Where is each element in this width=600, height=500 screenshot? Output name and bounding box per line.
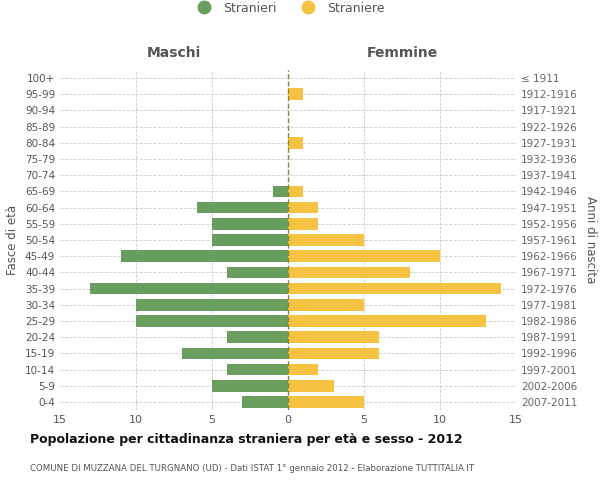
Bar [136, 299, 288, 310]
Bar [121, 250, 288, 262]
Bar [288, 137, 303, 148]
Bar [212, 380, 288, 392]
Bar [288, 380, 334, 392]
Bar [288, 396, 364, 407]
Bar [288, 348, 379, 359]
Legend: Stranieri, Straniere: Stranieri, Straniere [187, 0, 389, 20]
Bar [197, 202, 288, 213]
Bar [212, 218, 288, 230]
Bar [288, 315, 485, 327]
Bar [288, 186, 303, 198]
Bar [288, 218, 319, 230]
Bar [273, 186, 288, 198]
Bar [91, 282, 288, 294]
Bar [227, 332, 288, 343]
Text: Femmine: Femmine [367, 46, 437, 60]
Text: Maschi: Maschi [147, 46, 201, 60]
Y-axis label: Fasce di età: Fasce di età [7, 205, 19, 275]
Bar [288, 282, 501, 294]
Bar [212, 234, 288, 246]
Text: COMUNE DI MUZZANA DEL TURGNANO (UD) - Dati ISTAT 1° gennaio 2012 - Elaborazione : COMUNE DI MUZZANA DEL TURGNANO (UD) - Da… [30, 464, 474, 473]
Bar [288, 364, 319, 376]
Bar [288, 332, 379, 343]
Bar [242, 396, 288, 407]
Bar [288, 234, 364, 246]
Y-axis label: Anni di nascita: Anni di nascita [584, 196, 597, 284]
Bar [227, 266, 288, 278]
Bar [288, 250, 440, 262]
Bar [288, 88, 303, 100]
Bar [227, 364, 288, 376]
Bar [136, 315, 288, 327]
Bar [288, 202, 319, 213]
Bar [288, 299, 364, 310]
Bar [182, 348, 288, 359]
Bar [288, 266, 410, 278]
Text: Popolazione per cittadinanza straniera per età e sesso - 2012: Popolazione per cittadinanza straniera p… [30, 432, 463, 446]
